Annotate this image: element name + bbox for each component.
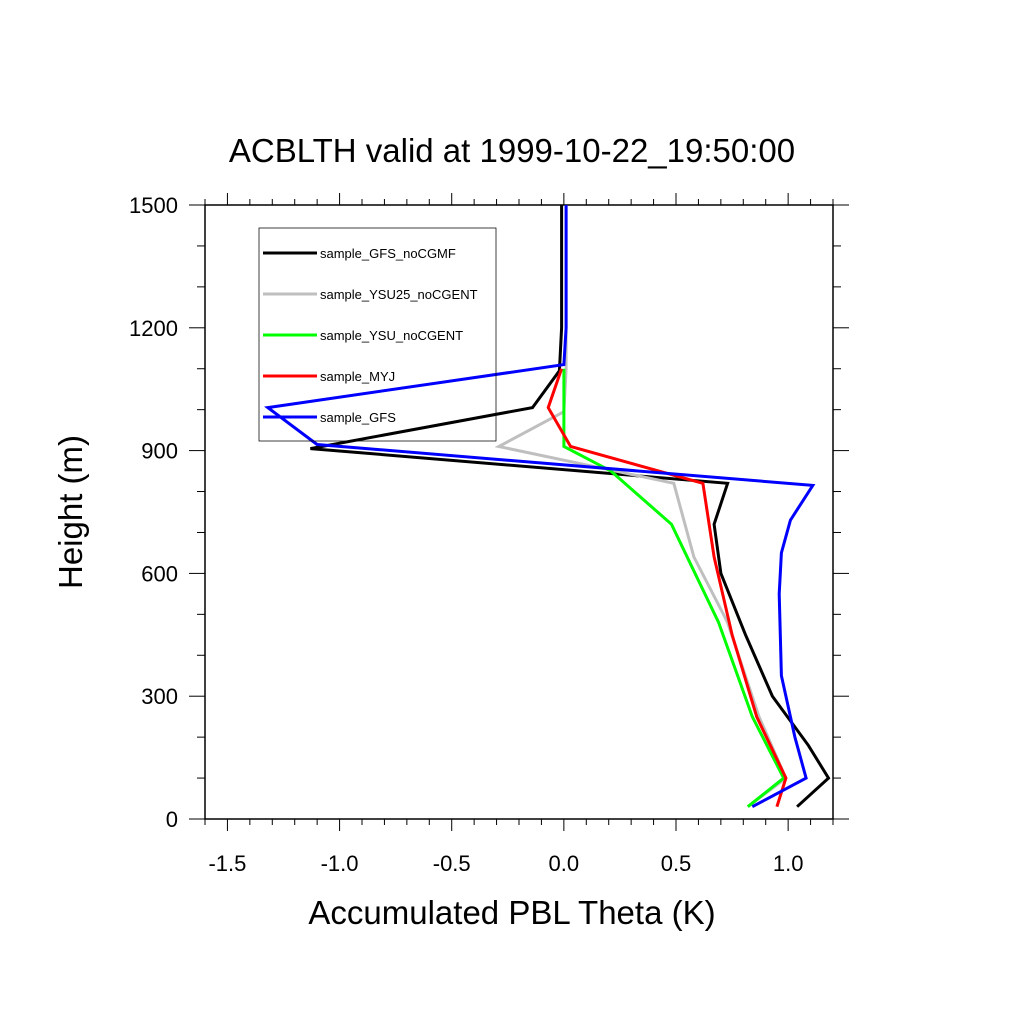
x-axis-label: Accumulated PBL Theta (K) (308, 894, 715, 931)
x-tick-label: -1.5 (208, 851, 246, 876)
x-tick-label: 0.5 (661, 851, 692, 876)
legend-label: sample_YSU_noCGENT (320, 328, 463, 343)
y-tick-label: 300 (141, 684, 178, 709)
plot-frame (204, 204, 834, 820)
x-tick-label: -1.0 (321, 851, 359, 876)
y-tick-label: 600 (141, 561, 178, 586)
x-tick-label: 1.0 (773, 851, 804, 876)
y-tick-label: 0 (166, 807, 178, 832)
x-tick-label: 0.0 (549, 851, 580, 876)
legend-label: sample_MYJ (320, 369, 395, 384)
legend-box (258, 227, 497, 442)
series-line (494, 205, 788, 808)
x-tick-label: -0.5 (433, 851, 471, 876)
series-line (546, 368, 788, 808)
series-line (562, 368, 786, 808)
y-axis-label: Height (m) (52, 435, 89, 589)
chart-title: ACBLTH valid at 1999-10-22_19:50:00 (229, 132, 795, 169)
legend-label: sample_YSU25_noCGENT (320, 287, 478, 302)
plot-area: -1.5 -1.0 -0.5 0.0 0.5 1.0 0 300 600 900 1200 1500 s… (129, 193, 849, 876)
legend-label: sample_GFS_noCGMF (320, 246, 456, 261)
series-line (264, 205, 816, 809)
y-tick-label: 1500 (129, 193, 178, 218)
y-tick-label: 1200 (129, 316, 178, 341)
legend-label: sample_GFS (320, 410, 396, 425)
y-tick-label: 900 (141, 439, 178, 464)
